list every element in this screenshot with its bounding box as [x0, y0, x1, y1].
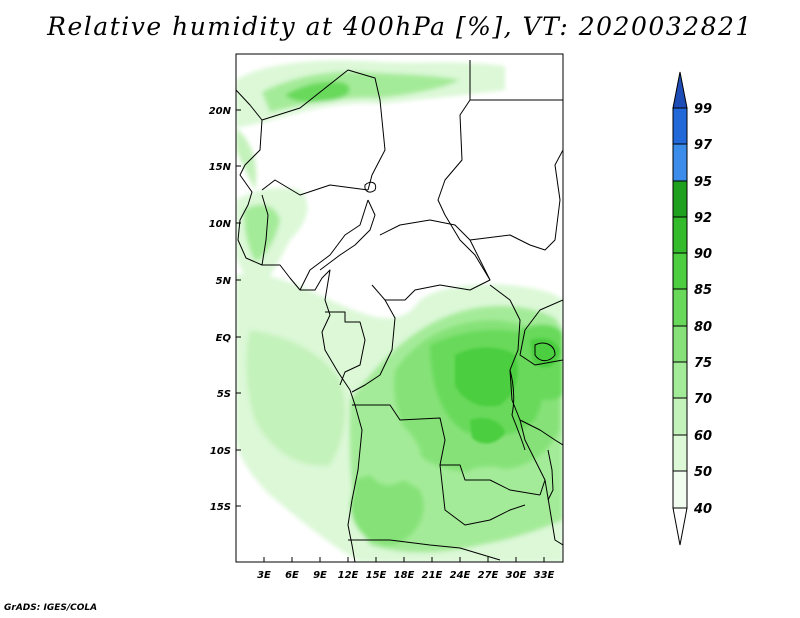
colorbar-segment-60-70 [672, 397, 688, 436]
colorbar-segment-97-99 [672, 107, 688, 145]
humidity-southeast [469, 466, 535, 517]
border-mali-niger [261, 69, 349, 121]
colorbar-label-99: 99 [694, 102, 712, 117]
border-niger-chad [261, 179, 369, 196]
colorbar-segment-75-80 [672, 325, 688, 363]
colorbar-segment-40-50 [672, 470, 688, 509]
lon-label-30e: 30E [506, 570, 527, 581]
border-drc-east [489, 284, 546, 496]
colorbar-label-80: 80 [694, 320, 712, 335]
humidity-congo-85 [455, 347, 518, 407]
colorbar-label-90: 90 [694, 247, 712, 262]
colorbar-label-60: 60 [694, 429, 712, 444]
border-mozambique [544, 479, 563, 546]
lon-label-15e: 15E [366, 570, 387, 581]
humidity-west-africa-core [244, 204, 280, 262]
lon-label-21e: 21E [422, 570, 443, 581]
border-car [371, 219, 491, 301]
lake-victoria [534, 342, 556, 362]
humidity-band-north-max [285, 81, 350, 103]
border-algeria-libya [347, 69, 386, 191]
humidity-east-85 [470, 418, 505, 444]
colorbar-segment-above-99 [672, 71, 688, 109]
border-tanzania [519, 419, 563, 446]
border-nigeria-benin [261, 194, 269, 266]
border-chad-car [319, 199, 376, 271]
lat-label-10n: 10N [209, 219, 232, 230]
colorbar: 40 50 60 70 75 80 85 90 92 95 97 99 [672, 71, 713, 546]
lon-label-12e: 12E [338, 570, 359, 581]
border-cameroon-nigeria [299, 199, 369, 291]
lat-axis: 20N 15N 10N 5N EQ 5S 10S 15S [209, 106, 241, 513]
humidity-lake-85 [530, 338, 560, 368]
border-congo-gabon [325, 311, 366, 386]
lake-tanganyika [509, 369, 526, 451]
lon-label-6e: 6E [285, 570, 299, 581]
colorbar-label-70: 70 [694, 392, 712, 407]
lon-axis: 3E 6E 9E 12E 15E 18E 21E 24E 27E 30E 33E [257, 557, 555, 581]
humidity-south-belt-2 [246, 330, 346, 466]
lake-chad [364, 181, 377, 193]
colorbar-segment-85-90 [672, 252, 688, 290]
lake-malawi [547, 449, 554, 501]
colorbar-label-92: 92 [694, 211, 712, 226]
border-chad-sudan [437, 60, 491, 281]
colorbar-segment-70-75 [672, 361, 688, 399]
colorbar-label-50: 50 [694, 465, 712, 480]
lon-label-9e: 9E [313, 570, 327, 581]
humidity-shading [236, 60, 563, 562]
border-sudan-south [469, 149, 563, 251]
humidity-band-north-west [236, 128, 257, 190]
colorbar-label-85: 85 [694, 283, 712, 298]
border-congo-drc [351, 299, 396, 393]
border-angola-namibia [348, 539, 501, 561]
border-zambia [439, 464, 526, 526]
colorbar-label-95: 95 [694, 175, 712, 190]
lat-label-10s: 10S [210, 446, 231, 457]
humidity-angola-70 [358, 414, 420, 485]
lat-label-15n: 15N [209, 162, 232, 173]
colorbar-segment-92-95 [672, 180, 688, 218]
lat-label-5s: 5S [217, 389, 231, 400]
lat-label-20n: 20N [209, 106, 232, 117]
lon-label-27e: 27E [478, 570, 499, 581]
lon-label-18e: 18E [394, 570, 415, 581]
colorbar-segment-50-60 [672, 434, 688, 472]
humidity-angola-75 [350, 474, 424, 546]
lon-label-3e: 3E [257, 570, 271, 581]
lon-label-24e: 24E [450, 570, 471, 581]
colorbar-segment-90-92 [672, 216, 688, 254]
lat-label-eq: EQ [216, 333, 232, 344]
colorbar-label-40: 40 [693, 502, 712, 517]
colorbar-label-75: 75 [694, 356, 712, 371]
west-coastline [236, 89, 363, 562]
border-east-africa [519, 299, 563, 366]
lon-label-33e: 33E [534, 570, 555, 581]
colorbar-segment-95-97 [672, 143, 688, 182]
colorbar-segment-80-85 [672, 288, 688, 327]
map-frame [235, 53, 564, 563]
grads-credit: GrADS: IGES/COLA [4, 603, 98, 613]
lat-label-15s: 15S [210, 502, 231, 513]
colorbar-label-97: 97 [694, 138, 713, 153]
map-title: Relative humidity at 400hPa [%], VT: 202… [47, 12, 753, 41]
lat-label-5n: 5N [216, 276, 232, 287]
colorbar-segment-below-40 [672, 507, 688, 546]
coastlines-borders [236, 60, 563, 562]
